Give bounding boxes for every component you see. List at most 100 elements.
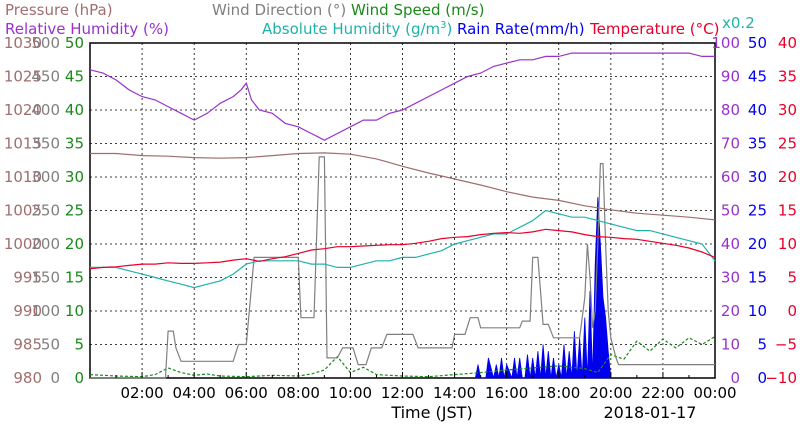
x-tick-label: 08:00	[277, 384, 320, 402]
pressure-tick-label: 990	[13, 302, 42, 320]
x-tick-label: 00:00	[693, 384, 736, 402]
rain-tick-label: 15	[748, 269, 767, 287]
rain-tick-label: 40	[748, 101, 767, 119]
wind_speed-tick-label: 15	[65, 269, 84, 287]
rain-tick-label: 25	[748, 202, 767, 220]
x-tick-label: 22:00	[641, 384, 684, 402]
temp-tick-label: 5	[787, 269, 797, 287]
rain-tick-label: 0	[757, 369, 767, 387]
legend-wind_dir: Wind Direction (°)	[212, 1, 346, 19]
legend-wind_speed: Wind Speed (m/s)	[351, 1, 484, 19]
wind_speed-tick-label: 5	[74, 336, 84, 354]
wind_speed-tick-label: 20	[65, 235, 84, 253]
pressure-tick-label: 1025	[4, 68, 42, 86]
temp-tick-label: 25	[778, 135, 797, 153]
rh-tick-label: 0	[730, 369, 740, 387]
temp-tick-label: 40	[778, 34, 797, 52]
wind_speed-tick-label: 30	[65, 168, 84, 186]
x-tick-label: 20:00	[589, 384, 632, 402]
x-tick-label: 02:00	[120, 384, 163, 402]
series-absolute-humidity-g-m	[90, 209, 716, 289]
wind_dir-tick-label: 200	[31, 235, 60, 253]
rh-tick-label: 10	[721, 336, 740, 354]
rain-tick-label: 45	[748, 68, 767, 86]
rh-tick-label: 20	[721, 302, 740, 320]
wind_dir-tick-label: 50	[41, 336, 60, 354]
wind_speed-tick-label: 35	[65, 135, 84, 153]
pressure-tick-label: 985	[13, 336, 42, 354]
series-pressure-hpa	[90, 152, 716, 221]
temp-tick-label: 35	[778, 68, 797, 86]
series-wind-speed-m-s	[89, 335, 716, 378]
series-rain-rate-mm-h	[474, 197, 612, 379]
legend-abs_hum: Absolute Humidity (g/m3)	[262, 20, 452, 38]
pressure-tick-label: 1005	[4, 202, 42, 220]
temp-tick-label: −5	[775, 336, 797, 354]
wind_dir-tick-label: 500	[31, 34, 60, 52]
rh-tick-label: 70	[721, 135, 740, 153]
wind_dir-tick-label: 0	[50, 369, 60, 387]
wind_dir-tick-label: 350	[31, 135, 60, 153]
rain-tick-label: 30	[748, 168, 767, 186]
wind_dir-tick-label: 300	[31, 168, 60, 186]
rain-tick-label: 5	[757, 336, 767, 354]
temp-tick-label: 15	[778, 202, 797, 220]
wind_speed-tick-label: 45	[65, 68, 84, 86]
temp-tick-label: 30	[778, 101, 797, 119]
x-tick-label: 18:00	[537, 384, 580, 402]
x-tick-label: 06:00	[225, 384, 268, 402]
legend-rh: Relative Humidity (%)	[5, 20, 169, 38]
series-wind-direction	[90, 156, 715, 379]
wind_dir-tick-label: 100	[31, 302, 60, 320]
wind_speed-tick-label: 10	[65, 302, 84, 320]
rh-tick-label: 60	[721, 168, 740, 186]
rain-tick-label: 50	[748, 34, 767, 52]
temp-tick-label: −10	[765, 369, 797, 387]
wind_speed-tick-label: 50	[65, 34, 84, 52]
series-layer	[89, 52, 716, 379]
pressure-tick-label: 1030	[4, 34, 42, 52]
temp-tick-label: 20	[778, 168, 797, 186]
rh-tick-label: 90	[721, 68, 740, 86]
x-tick-label: 04:00	[173, 384, 216, 402]
wind_dir-tick-label: 150	[31, 269, 60, 287]
rh-tick-label: 30	[721, 269, 740, 287]
temp-tick-label: 10	[778, 235, 797, 253]
left-axes: 9809859909951000100510101015102010251030…	[4, 34, 84, 387]
rain-tick-label: 20	[748, 235, 767, 253]
pressure-tick-label: 1010	[4, 168, 42, 186]
wind_dir-tick-label: 250	[31, 202, 60, 220]
series-temperature-c	[89, 228, 716, 270]
wind_speed-tick-label: 40	[65, 101, 84, 119]
pressure-tick-label: 995	[13, 269, 42, 287]
wind_speed-tick-label: 0	[74, 369, 84, 387]
wind_speed-tick-label: 25	[65, 202, 84, 220]
right-axes: 0102030405060708090100051015202530354045…	[711, 34, 797, 387]
series-relative-humidity	[89, 52, 715, 141]
legend-x02: x0.2	[722, 14, 755, 32]
x-axis-label: Time (JST)	[390, 403, 472, 422]
rain-tick-label: 10	[748, 302, 767, 320]
wind_dir-tick-label: 400	[31, 101, 60, 119]
x-tick-label: 10:00	[329, 384, 372, 402]
wind_dir-tick-label: 450	[31, 68, 60, 86]
rh-tick-label: 50	[721, 202, 740, 220]
rh-tick-label: 80	[721, 101, 740, 119]
temp-tick-label: 0	[787, 302, 797, 320]
pressure-tick-label: 1000	[4, 235, 42, 253]
x-tick-label: 16:00	[485, 384, 528, 402]
legend-pressure: Pressure (hPa)	[5, 1, 113, 19]
rh-tick-label: 40	[721, 235, 740, 253]
pressure-tick-label: 1020	[4, 101, 42, 119]
legend-rain: Rain Rate(mm/h)	[457, 20, 585, 38]
pressure-tick-label: 1015	[4, 135, 42, 153]
legend-temp: Temperature (°C)	[589, 20, 719, 38]
pressure-tick-label: 980	[13, 369, 42, 387]
date-label: 2018-01-17	[604, 403, 697, 422]
x-axis: 02:00 04:00 06:00 08:00 10:00 12:00 14:00 16:00…	[115, 372, 737, 402]
rh-tick-label: 100	[711, 34, 740, 52]
rain-tick-label: 35	[748, 135, 767, 153]
x-tick-label: 12:00	[381, 384, 424, 402]
grid	[90, 43, 715, 378]
